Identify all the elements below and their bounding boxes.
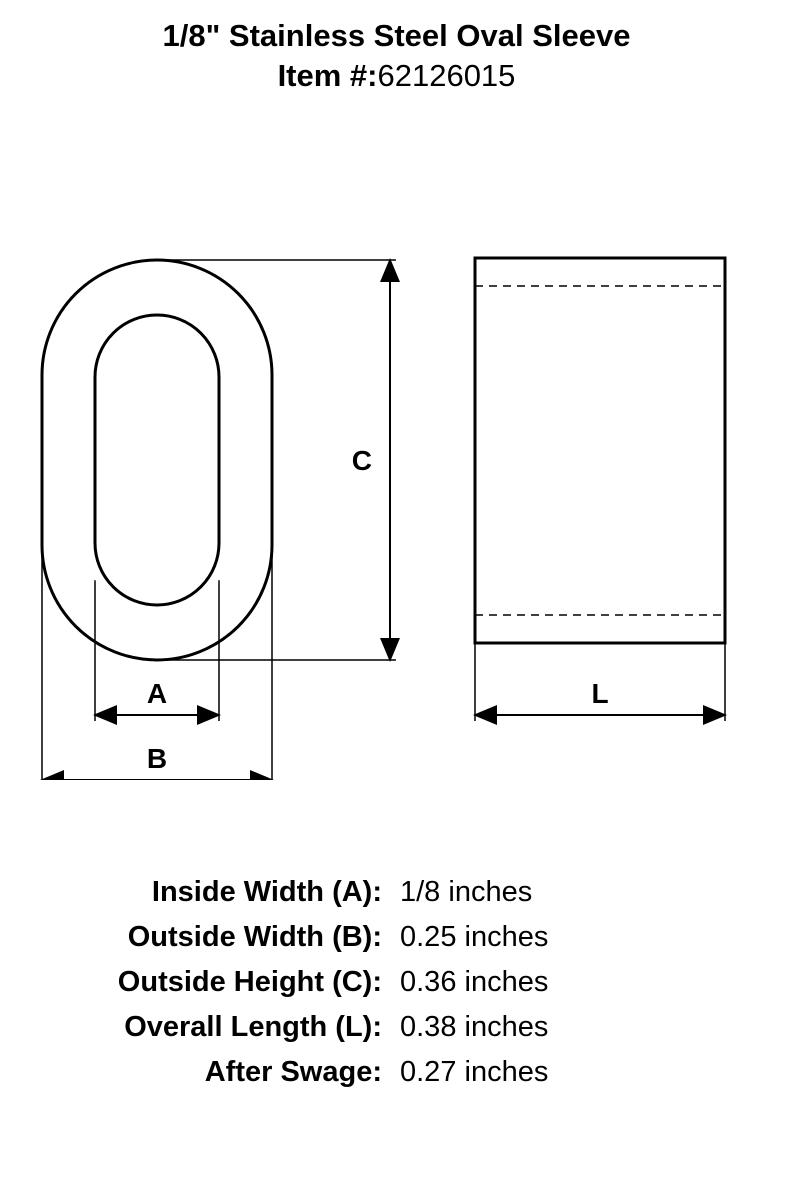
- spec-label: Overall Length (L):: [0, 1005, 400, 1050]
- spec-value: 1/8 inches: [400, 870, 532, 915]
- spec-label: After Swage:: [0, 1050, 400, 1095]
- spec-label: Outside Height (C):: [0, 960, 400, 1005]
- item-number: 62126015: [377, 58, 515, 93]
- svg-text:B: B: [147, 743, 167, 774]
- header: 1/8" Stainless Steel Oval Sleeve Item #:…: [0, 0, 793, 94]
- spec-row: After Swage: 0.27 inches: [0, 1050, 793, 1095]
- spec-value: 0.27 inches: [400, 1050, 548, 1095]
- specifications-table: Inside Width (A): 1/8 inches Outside Wid…: [0, 870, 793, 1095]
- technical-diagram: A B C L: [0, 130, 793, 780]
- spec-label: Outside Width (B):: [0, 915, 400, 960]
- spec-row: Overall Length (L): 0.38 inches: [0, 1005, 793, 1050]
- spec-row: Inside Width (A): 1/8 inches: [0, 870, 793, 915]
- item-number-line: Item #:62126015: [0, 58, 793, 94]
- spec-row: Outside Height (C): 0.36 inches: [0, 960, 793, 1005]
- spec-label: Inside Width (A):: [0, 870, 400, 915]
- spec-value: 0.38 inches: [400, 1005, 548, 1050]
- svg-text:C: C: [352, 445, 372, 476]
- product-title: 1/8" Stainless Steel Oval Sleeve: [0, 18, 793, 54]
- svg-text:A: A: [147, 678, 167, 709]
- svg-text:L: L: [591, 678, 608, 709]
- spec-value: 0.36 inches: [400, 960, 548, 1005]
- spec-row: Outside Width (B): 0.25 inches: [0, 915, 793, 960]
- spec-value: 0.25 inches: [400, 915, 548, 960]
- item-label: Item #:: [278, 58, 378, 93]
